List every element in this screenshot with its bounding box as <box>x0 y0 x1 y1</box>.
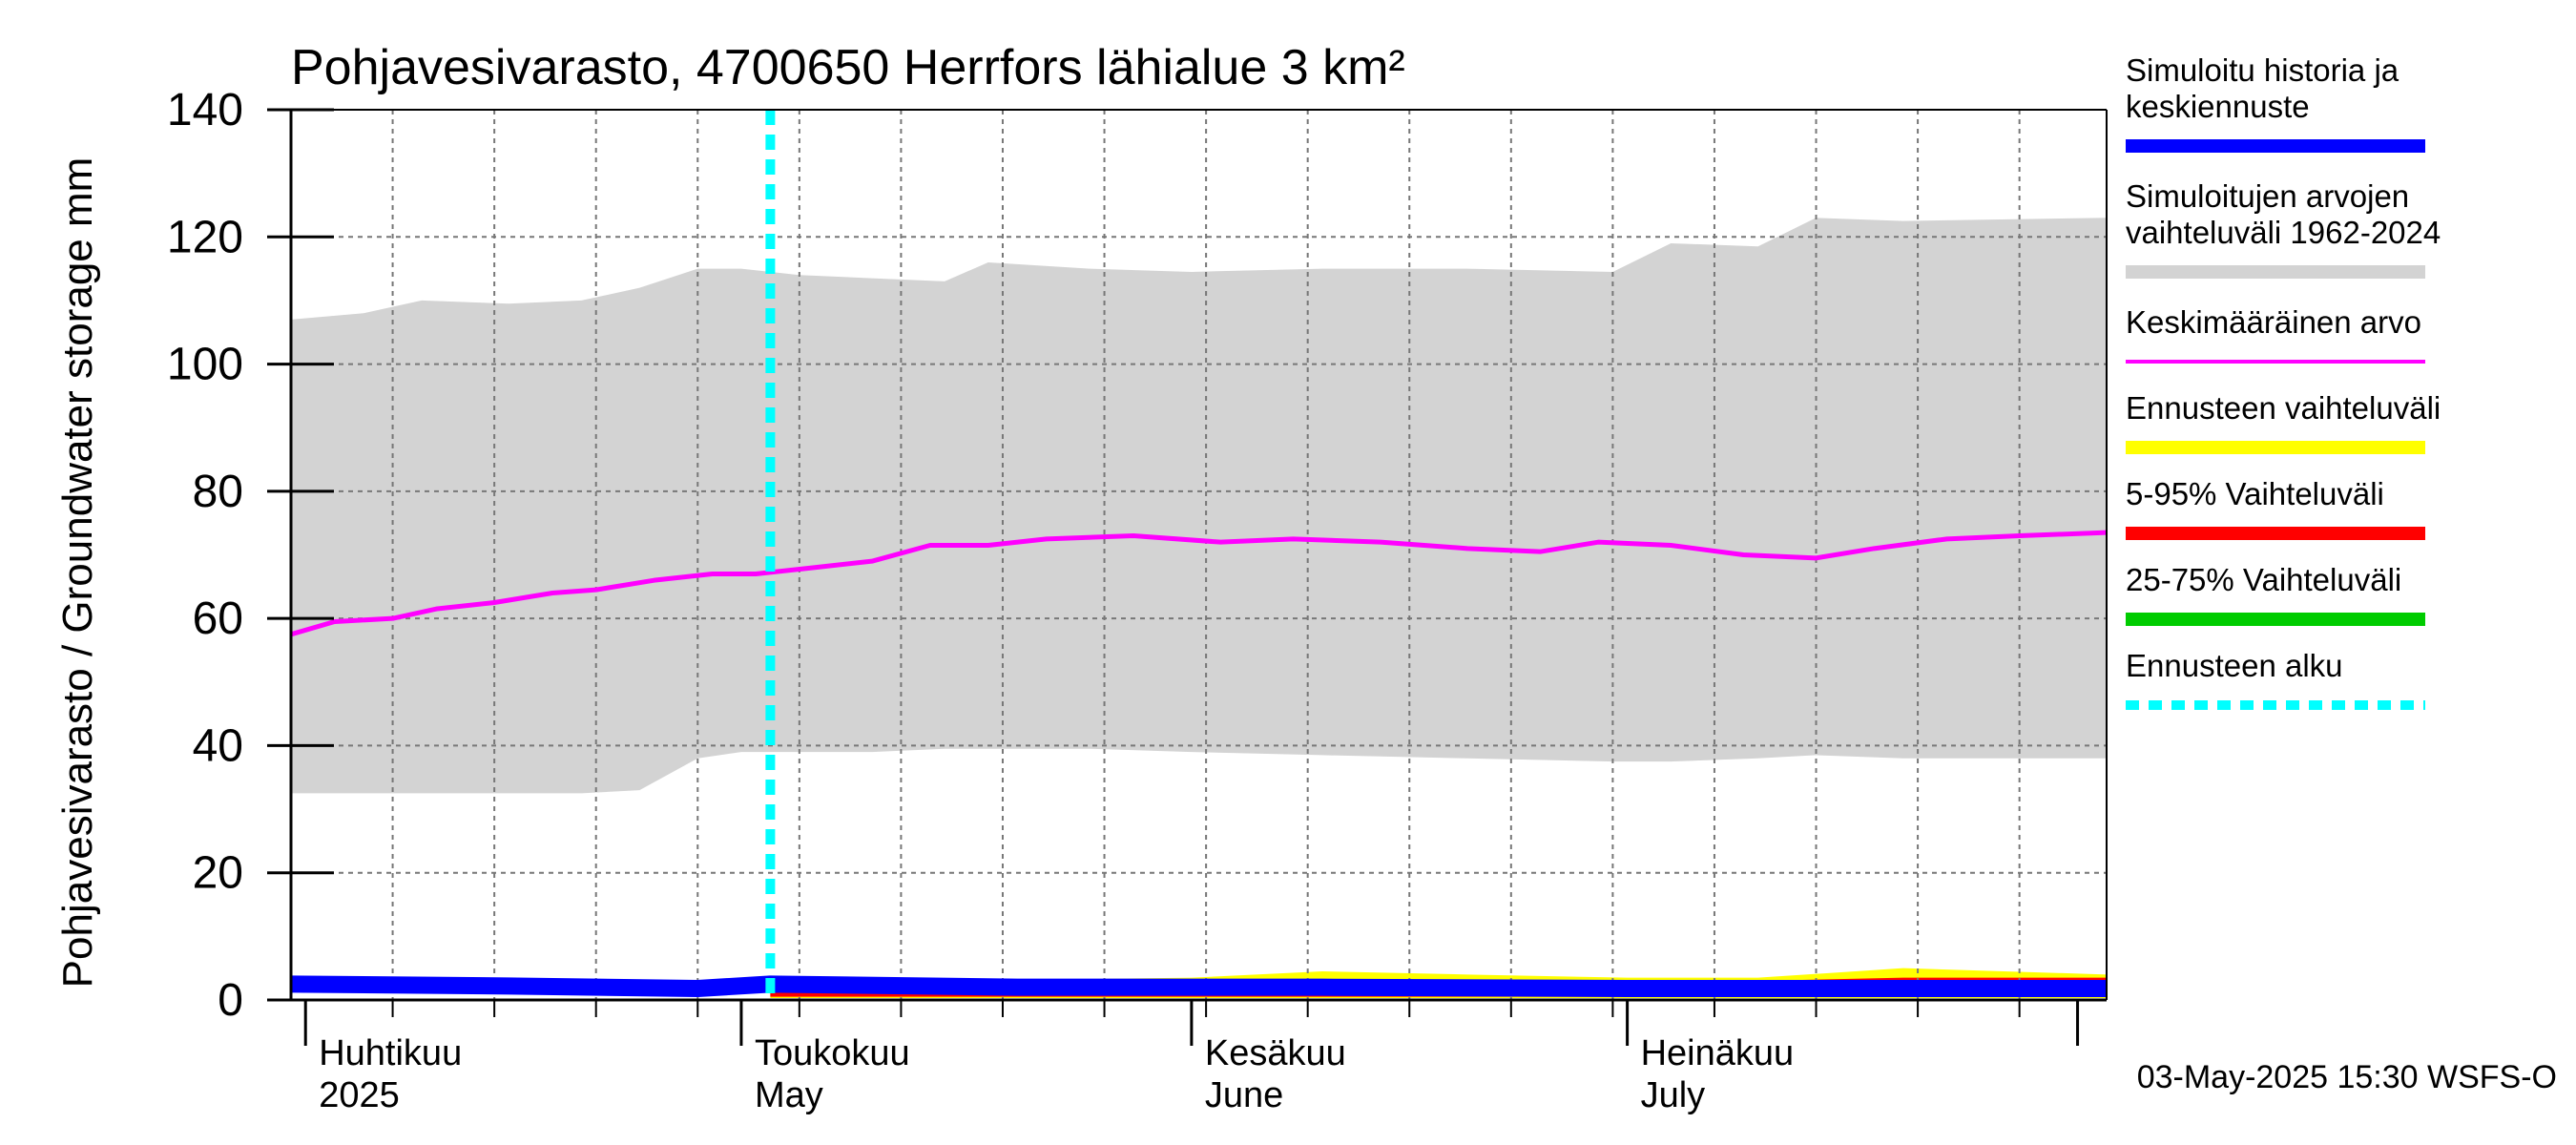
line-simuloitu-historia-ja-keskiennuste <box>290 975 2107 998</box>
legend: Simuloitu historia jakeskiennusteSimuloi… <box>2126 52 2441 710</box>
x-month-label-en: July <box>1641 1075 1706 1115</box>
y-tick-label: 120 <box>167 212 243 262</box>
x-month-label-fi: Toukokuu <box>755 1033 910 1073</box>
line-keskimaarainen-arvo <box>290 530 2108 637</box>
legend-label: 5-95% Vaihteluväli <box>2126 476 2384 511</box>
legend-label: Simuloitu historia ja <box>2126 52 2399 88</box>
x-month-label-fi: Kesäkuu <box>1205 1033 1346 1073</box>
x-month-label-en: May <box>755 1075 823 1115</box>
legend-label: Ennusteen alku <box>2126 648 2343 683</box>
y-tick-label: 20 <box>193 848 243 899</box>
legend-label: 25-75% Vaihteluväli <box>2126 562 2401 597</box>
legend-label: Simuloitujen arvojen <box>2126 178 2409 214</box>
legend-label: Ennusteen vaihteluväli <box>2126 390 2441 426</box>
line-layer <box>290 110 2108 1000</box>
y-axis-label: Pohjavesivarasto / Groundwater storage m… <box>54 157 101 989</box>
x-month-label-en: 2025 <box>319 1075 400 1115</box>
x-month-label-en: June <box>1205 1075 1283 1115</box>
legend-item-25-75-vaihteluvali: 25-75% Vaihteluväli <box>2126 562 2425 626</box>
y-tick-label: 100 <box>167 340 243 390</box>
y-tick-label: 0 <box>218 975 243 1026</box>
legend-item-ennusteen-vaihteluvali: Ennusteen vaihteluväli <box>2126 390 2441 454</box>
legend-item-5-95-vaihteluvali: 5-95% Vaihteluväli <box>2126 476 2425 540</box>
chart-title: Pohjavesivarasto, 4700650 Herrfors lähia… <box>291 40 1405 95</box>
y-tick-label: 80 <box>193 467 243 517</box>
legend-label: vaihteluväli 1962-2024 <box>2126 215 2441 250</box>
y-tick-label: 60 <box>193 593 243 644</box>
y-tick-label: 40 <box>193 720 243 771</box>
legend-label: keskiennuste <box>2126 89 2310 124</box>
legend-item-ennusteen-alku: Ennusteen alku <box>2126 648 2425 710</box>
x-month-label-fi: Heinäkuu <box>1641 1033 1795 1073</box>
band-simuloitujen-arvojen-vaihteluvali-1962-2024 <box>291 218 2107 794</box>
timestamp-label: 03-May-2025 15:30 WSFS-O <box>2137 1059 2557 1095</box>
plot-area <box>290 109 2108 1000</box>
legend-item-keskimaarainen-arvo: Keskimääräinen arvo <box>2126 304 2425 364</box>
legend-label: Keskimääräinen arvo <box>2126 304 2421 340</box>
y-tick-label: 140 <box>167 85 243 135</box>
x-month-label-fi: Huhtikuu <box>319 1033 462 1073</box>
